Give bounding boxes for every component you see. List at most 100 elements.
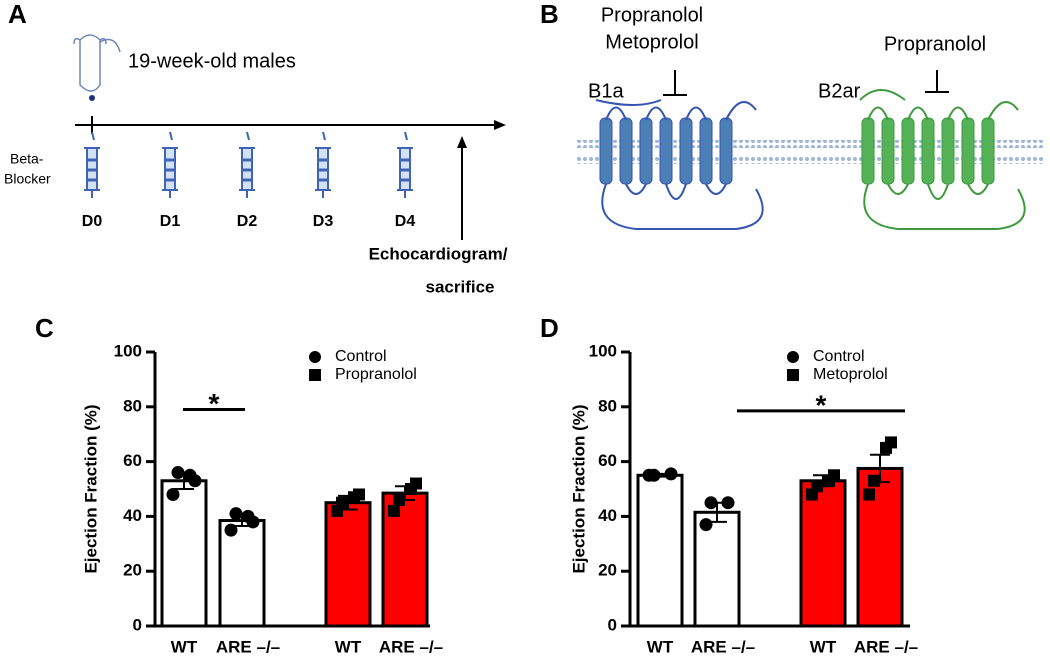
y-tick-label: 80 xyxy=(598,396,617,415)
helix xyxy=(719,117,733,185)
panel-label: C xyxy=(35,313,54,343)
x-tick-label: WT xyxy=(647,637,674,656)
data-point xyxy=(336,496,348,509)
data-point xyxy=(388,504,400,517)
data-point xyxy=(664,467,678,481)
data-point xyxy=(823,474,835,487)
helix xyxy=(861,117,875,185)
mouse-icon xyxy=(73,34,121,92)
panel-label: A xyxy=(8,0,27,29)
y-tick-label: 20 xyxy=(598,561,617,580)
x-tick-label: ARE –/– xyxy=(216,637,280,656)
blocker-label: Propranolol xyxy=(601,4,703,26)
day-label: D2 xyxy=(237,213,258,230)
bar xyxy=(324,501,372,628)
endpoint-label: sacrifice xyxy=(426,277,495,296)
loop xyxy=(601,101,764,230)
helix xyxy=(599,117,613,185)
helix xyxy=(881,117,895,185)
y-tick-label: 0 xyxy=(608,615,617,634)
inhibit-mark xyxy=(663,70,687,96)
helix xyxy=(659,117,673,185)
data-point xyxy=(224,523,238,537)
x-tick-label: ARE –/– xyxy=(854,637,918,656)
data-point xyxy=(183,468,197,482)
syringe-marks xyxy=(165,158,175,182)
data-point xyxy=(166,487,180,501)
arrow-head xyxy=(494,120,506,130)
helix xyxy=(679,117,693,185)
legend-marker xyxy=(787,369,799,381)
bar xyxy=(218,519,266,628)
syringe xyxy=(84,131,100,198)
y-tick-label: 100 xyxy=(589,341,617,360)
helix xyxy=(921,117,935,185)
arrow-head xyxy=(457,136,467,148)
inhibit-mark xyxy=(925,70,949,93)
day-label: D1 xyxy=(160,213,181,230)
significance-label: * xyxy=(816,389,827,420)
y-tick-label: 80 xyxy=(123,396,142,415)
treatment-label: Blocker xyxy=(4,171,51,187)
blocker-label: Propranolol xyxy=(884,33,986,55)
bar xyxy=(381,491,429,628)
treatment-label: Beta- xyxy=(10,151,44,167)
data-point xyxy=(405,483,417,495)
data-point xyxy=(647,468,661,482)
data-point xyxy=(704,496,718,510)
legend-label: Control xyxy=(335,348,387,365)
day-label: D4 xyxy=(395,213,416,230)
membrane xyxy=(575,156,1045,164)
day-label: D3 xyxy=(313,213,334,230)
x-tick-label: ARE –/– xyxy=(691,637,755,656)
bar xyxy=(799,479,847,628)
mouse-nose xyxy=(89,95,95,101)
helix xyxy=(699,117,713,185)
syringe-marks xyxy=(242,158,252,182)
data-point xyxy=(229,507,243,521)
syringe-marks xyxy=(318,158,328,182)
receptor-label: B1a xyxy=(588,80,624,102)
y-tick-label: 40 xyxy=(123,506,142,525)
y-axis-label: Ejection Fraction (%) xyxy=(81,404,100,573)
panel-label: D xyxy=(540,313,559,343)
helix xyxy=(961,117,975,185)
legend-label: Metoprolol xyxy=(813,366,888,383)
legend-marker xyxy=(309,351,321,363)
data-point xyxy=(348,491,360,504)
x-tick-label: WT xyxy=(810,637,837,656)
bar xyxy=(636,473,684,628)
blocker-label: Metoprolol xyxy=(605,31,698,53)
x-tick-label: ARE –/– xyxy=(379,637,443,656)
panel-label: B xyxy=(540,0,559,29)
data-point xyxy=(171,466,185,480)
helix xyxy=(639,117,653,185)
membrane xyxy=(575,140,1045,148)
n-terminus xyxy=(595,99,662,106)
data-point xyxy=(811,480,823,493)
helix xyxy=(901,117,915,185)
helix xyxy=(619,117,633,185)
y-tick-label: 100 xyxy=(114,341,142,360)
subject-label: 19-week-old males xyxy=(128,50,296,72)
y-tick-label: 40 xyxy=(598,506,617,525)
data-point xyxy=(880,441,892,454)
y-tick-label: 0 xyxy=(133,615,142,634)
y-axis-label: Ejection Fraction (%) xyxy=(569,404,588,573)
loop xyxy=(863,101,1026,230)
syringe xyxy=(162,131,178,198)
x-tick-label: WT xyxy=(335,637,362,656)
data-point xyxy=(699,518,713,532)
data-point xyxy=(721,496,735,510)
helix xyxy=(981,117,995,185)
data-point xyxy=(863,488,875,501)
data-point xyxy=(868,474,880,487)
receptor-label: B2ar xyxy=(818,80,861,102)
data-point xyxy=(393,493,405,506)
y-tick-label: 60 xyxy=(123,451,142,470)
significance-label: * xyxy=(209,388,220,419)
syringe-marks xyxy=(87,158,97,182)
legend-label: Propranolol xyxy=(335,366,417,383)
helix xyxy=(941,117,955,185)
